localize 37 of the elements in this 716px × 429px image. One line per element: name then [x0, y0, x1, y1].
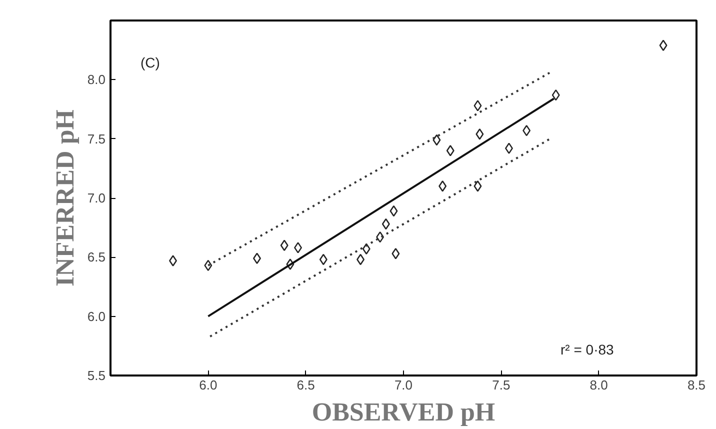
- y-tick-label: 7.5: [87, 131, 106, 146]
- point: [382, 218, 390, 230]
- x-tick-label: 8.0: [590, 378, 608, 392]
- point: [392, 248, 400, 260]
- point: [446, 145, 454, 156]
- y-axis-title: INFERRED pH: [50, 110, 80, 286]
- point: [476, 128, 484, 140]
- point: [204, 260, 212, 272]
- y-tick-label: 6.0: [87, 308, 106, 324]
- x-tick-label: 8.5: [687, 378, 706, 392]
- point: [438, 180, 447, 192]
- point: [522, 124, 531, 136]
- point: [356, 254, 365, 266]
- point: [376, 231, 384, 243]
- point: [552, 89, 560, 101]
- point: [362, 243, 370, 255]
- point: [319, 254, 328, 266]
- point: [659, 40, 668, 51]
- x-tick-label: 6.5: [296, 378, 315, 392]
- x-tick-label: 6.0: [199, 378, 218, 392]
- point: [286, 258, 294, 270]
- y-tick-label: 5.5: [87, 368, 106, 383]
- y-tick-label: 6.5: [87, 250, 106, 265]
- annotation: (C): [140, 54, 160, 70]
- point: [474, 100, 482, 112]
- annotation: r² = 0·83: [560, 342, 614, 358]
- y-tick-label: 7.0: [87, 190, 106, 206]
- point: [390, 205, 398, 217]
- x-axis-title: OBSERVED pH: [312, 398, 496, 426]
- point: [432, 134, 441, 146]
- x-tick-label: 7.5: [492, 378, 510, 392]
- point: [504, 142, 513, 154]
- x-tick-label: 7.0: [394, 378, 413, 392]
- y-tick-label: 8.0: [87, 72, 106, 88]
- point: [474, 180, 482, 192]
- point: [280, 240, 288, 251]
- point: [294, 242, 302, 254]
